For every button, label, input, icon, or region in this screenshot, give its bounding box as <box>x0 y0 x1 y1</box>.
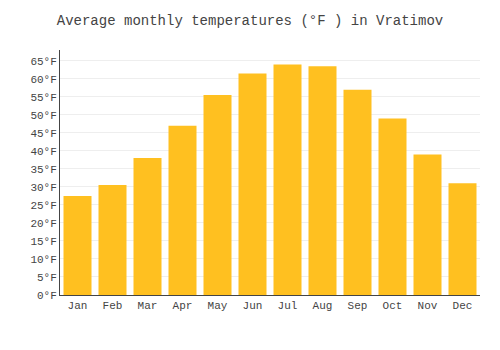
svg-text:Aug: Aug <box>313 300 333 312</box>
svg-text:50°F: 50°F <box>30 110 56 122</box>
svg-text:Feb: Feb <box>103 300 123 312</box>
svg-text:25°F: 25°F <box>30 200 56 212</box>
svg-text:15°F: 15°F <box>30 236 56 248</box>
svg-text:Jul: Jul <box>278 300 298 312</box>
svg-text:Jun: Jun <box>243 300 263 312</box>
svg-text:May: May <box>208 300 228 312</box>
svg-text:20°F: 20°F <box>30 218 56 230</box>
svg-text:45°F: 45°F <box>30 128 56 140</box>
svg-text:65°F: 65°F <box>30 56 56 68</box>
svg-text:10°F: 10°F <box>30 254 56 266</box>
svg-text:55°F: 55°F <box>30 92 56 104</box>
svg-text:35°F: 35°F <box>30 164 56 176</box>
svg-text:Average monthly temperatures (: Average monthly temperatures (°F ) in Vr… <box>57 13 443 29</box>
svg-text:60°F: 60°F <box>30 74 56 86</box>
svg-text:5°F: 5°F <box>37 272 57 284</box>
svg-text:30°F: 30°F <box>30 182 56 194</box>
svg-text:Dec: Dec <box>453 300 473 312</box>
svg-text:Apr: Apr <box>173 300 193 312</box>
svg-text:Nov: Nov <box>418 300 438 312</box>
svg-text:40°F: 40°F <box>30 146 56 158</box>
svg-text:Mar: Mar <box>138 300 158 312</box>
svg-text:Oct: Oct <box>383 300 403 312</box>
svg-text:Sep: Sep <box>348 300 368 312</box>
svg-text:0°F: 0°F <box>37 290 57 302</box>
svg-text:Jan: Jan <box>68 300 88 312</box>
